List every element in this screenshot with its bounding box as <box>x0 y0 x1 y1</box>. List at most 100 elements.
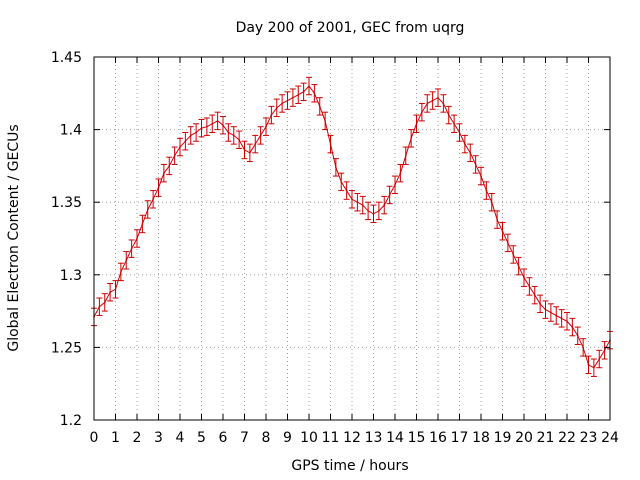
data-point <box>146 208 149 211</box>
x-tick-label: 20 <box>515 430 533 446</box>
data-point <box>603 349 606 352</box>
error-bar <box>284 91 291 110</box>
error-bar <box>408 129 415 148</box>
error-bar <box>510 245 517 264</box>
data-point <box>120 271 122 273</box>
error-bar <box>241 140 248 160</box>
error-bar <box>316 97 323 116</box>
data-point <box>109 291 111 294</box>
error-bar <box>306 76 312 96</box>
error-bar <box>596 349 603 369</box>
x-tick-label: 4 <box>176 430 185 446</box>
data-point <box>415 122 418 125</box>
data-point <box>598 358 601 360</box>
data-point <box>410 137 412 140</box>
data-point <box>249 152 251 154</box>
error-bar <box>139 214 146 234</box>
error-bar <box>107 283 114 302</box>
data-point <box>302 91 305 93</box>
data-point <box>103 301 106 304</box>
x-tick-label: 7 <box>240 430 249 446</box>
x-tick-label: 24 <box>601 430 619 446</box>
data-point <box>512 253 515 256</box>
error-bar <box>531 285 538 305</box>
data-point <box>179 146 181 148</box>
error-bar <box>569 317 576 337</box>
data-point <box>98 305 101 308</box>
error-bar <box>128 239 135 258</box>
y-tick-label: 1.45 <box>51 50 82 66</box>
error-bar <box>123 251 130 270</box>
data-point <box>576 334 579 337</box>
data-point <box>270 114 273 116</box>
error-bar <box>117 262 124 282</box>
error-bar <box>553 306 560 325</box>
data-point <box>474 163 477 166</box>
data-point <box>184 140 187 143</box>
error-bar <box>182 132 189 151</box>
data-point <box>324 120 326 122</box>
data-point <box>421 111 423 113</box>
data-point <box>383 204 386 206</box>
error-bar <box>187 126 194 145</box>
data-point <box>351 198 353 201</box>
data-point <box>222 124 224 127</box>
data-point <box>200 127 203 129</box>
error-bar <box>526 277 533 296</box>
y-axis-label: Global Electron Content / GECUs <box>6 124 22 351</box>
error-bar <box>273 98 280 118</box>
x-tick-labels: 0 1 2 3 4 5 6 7 8 9 10 11 12 13 14 15 16 17 18 19 20 21 22 23 24 <box>90 430 619 446</box>
error-bar <box>370 204 377 224</box>
data-point <box>168 165 171 167</box>
data-point <box>539 303 541 305</box>
error-bar <box>440 94 447 113</box>
error-bar <box>332 158 339 177</box>
data-point <box>464 143 466 145</box>
data-point <box>523 276 525 279</box>
data-point <box>281 102 283 105</box>
data-point <box>571 326 574 328</box>
error-bar <box>252 134 259 154</box>
x-tick-label: 12 <box>343 430 361 446</box>
error-bar <box>177 137 183 157</box>
error-bar <box>166 156 173 176</box>
data-point <box>437 96 439 99</box>
x-tick-label: 15 <box>408 430 426 446</box>
data-point <box>587 364 590 366</box>
data-point <box>469 152 472 154</box>
x-tick-label: 18 <box>472 430 490 446</box>
error-bar <box>198 118 205 138</box>
data-point <box>361 204 364 206</box>
error-bar <box>413 114 420 134</box>
error-bar <box>515 256 522 276</box>
data-point <box>340 181 343 183</box>
x-tick-label: 5 <box>197 430 206 446</box>
x-tick-label: 19 <box>494 430 512 446</box>
error-bar <box>574 326 581 345</box>
data-point <box>259 134 262 137</box>
data-point <box>189 134 192 137</box>
error-bar <box>289 88 296 107</box>
error-bar <box>461 134 468 154</box>
y-tick-label: 1.25 <box>51 340 82 356</box>
y-tick-label: 1.35 <box>51 195 82 211</box>
x-tick-label: 1 <box>111 430 120 446</box>
error-bar <box>558 309 565 328</box>
error-bar <box>96 297 103 316</box>
y-tick-label: 1.3 <box>60 268 82 284</box>
data-point <box>399 172 402 174</box>
error-bar <box>521 268 527 287</box>
error-bar <box>193 123 200 142</box>
data-point <box>453 122 455 125</box>
error-bar <box>279 94 286 113</box>
error-bar <box>322 111 329 131</box>
error-bar <box>547 303 554 322</box>
data-point <box>550 311 552 314</box>
x-tick-label: 23 <box>580 430 598 446</box>
data-point <box>265 125 267 128</box>
data-point <box>152 198 154 201</box>
x-tick-label: 3 <box>154 430 163 446</box>
data-point <box>243 149 246 151</box>
error-bar <box>144 200 151 219</box>
error-bar <box>537 294 544 314</box>
